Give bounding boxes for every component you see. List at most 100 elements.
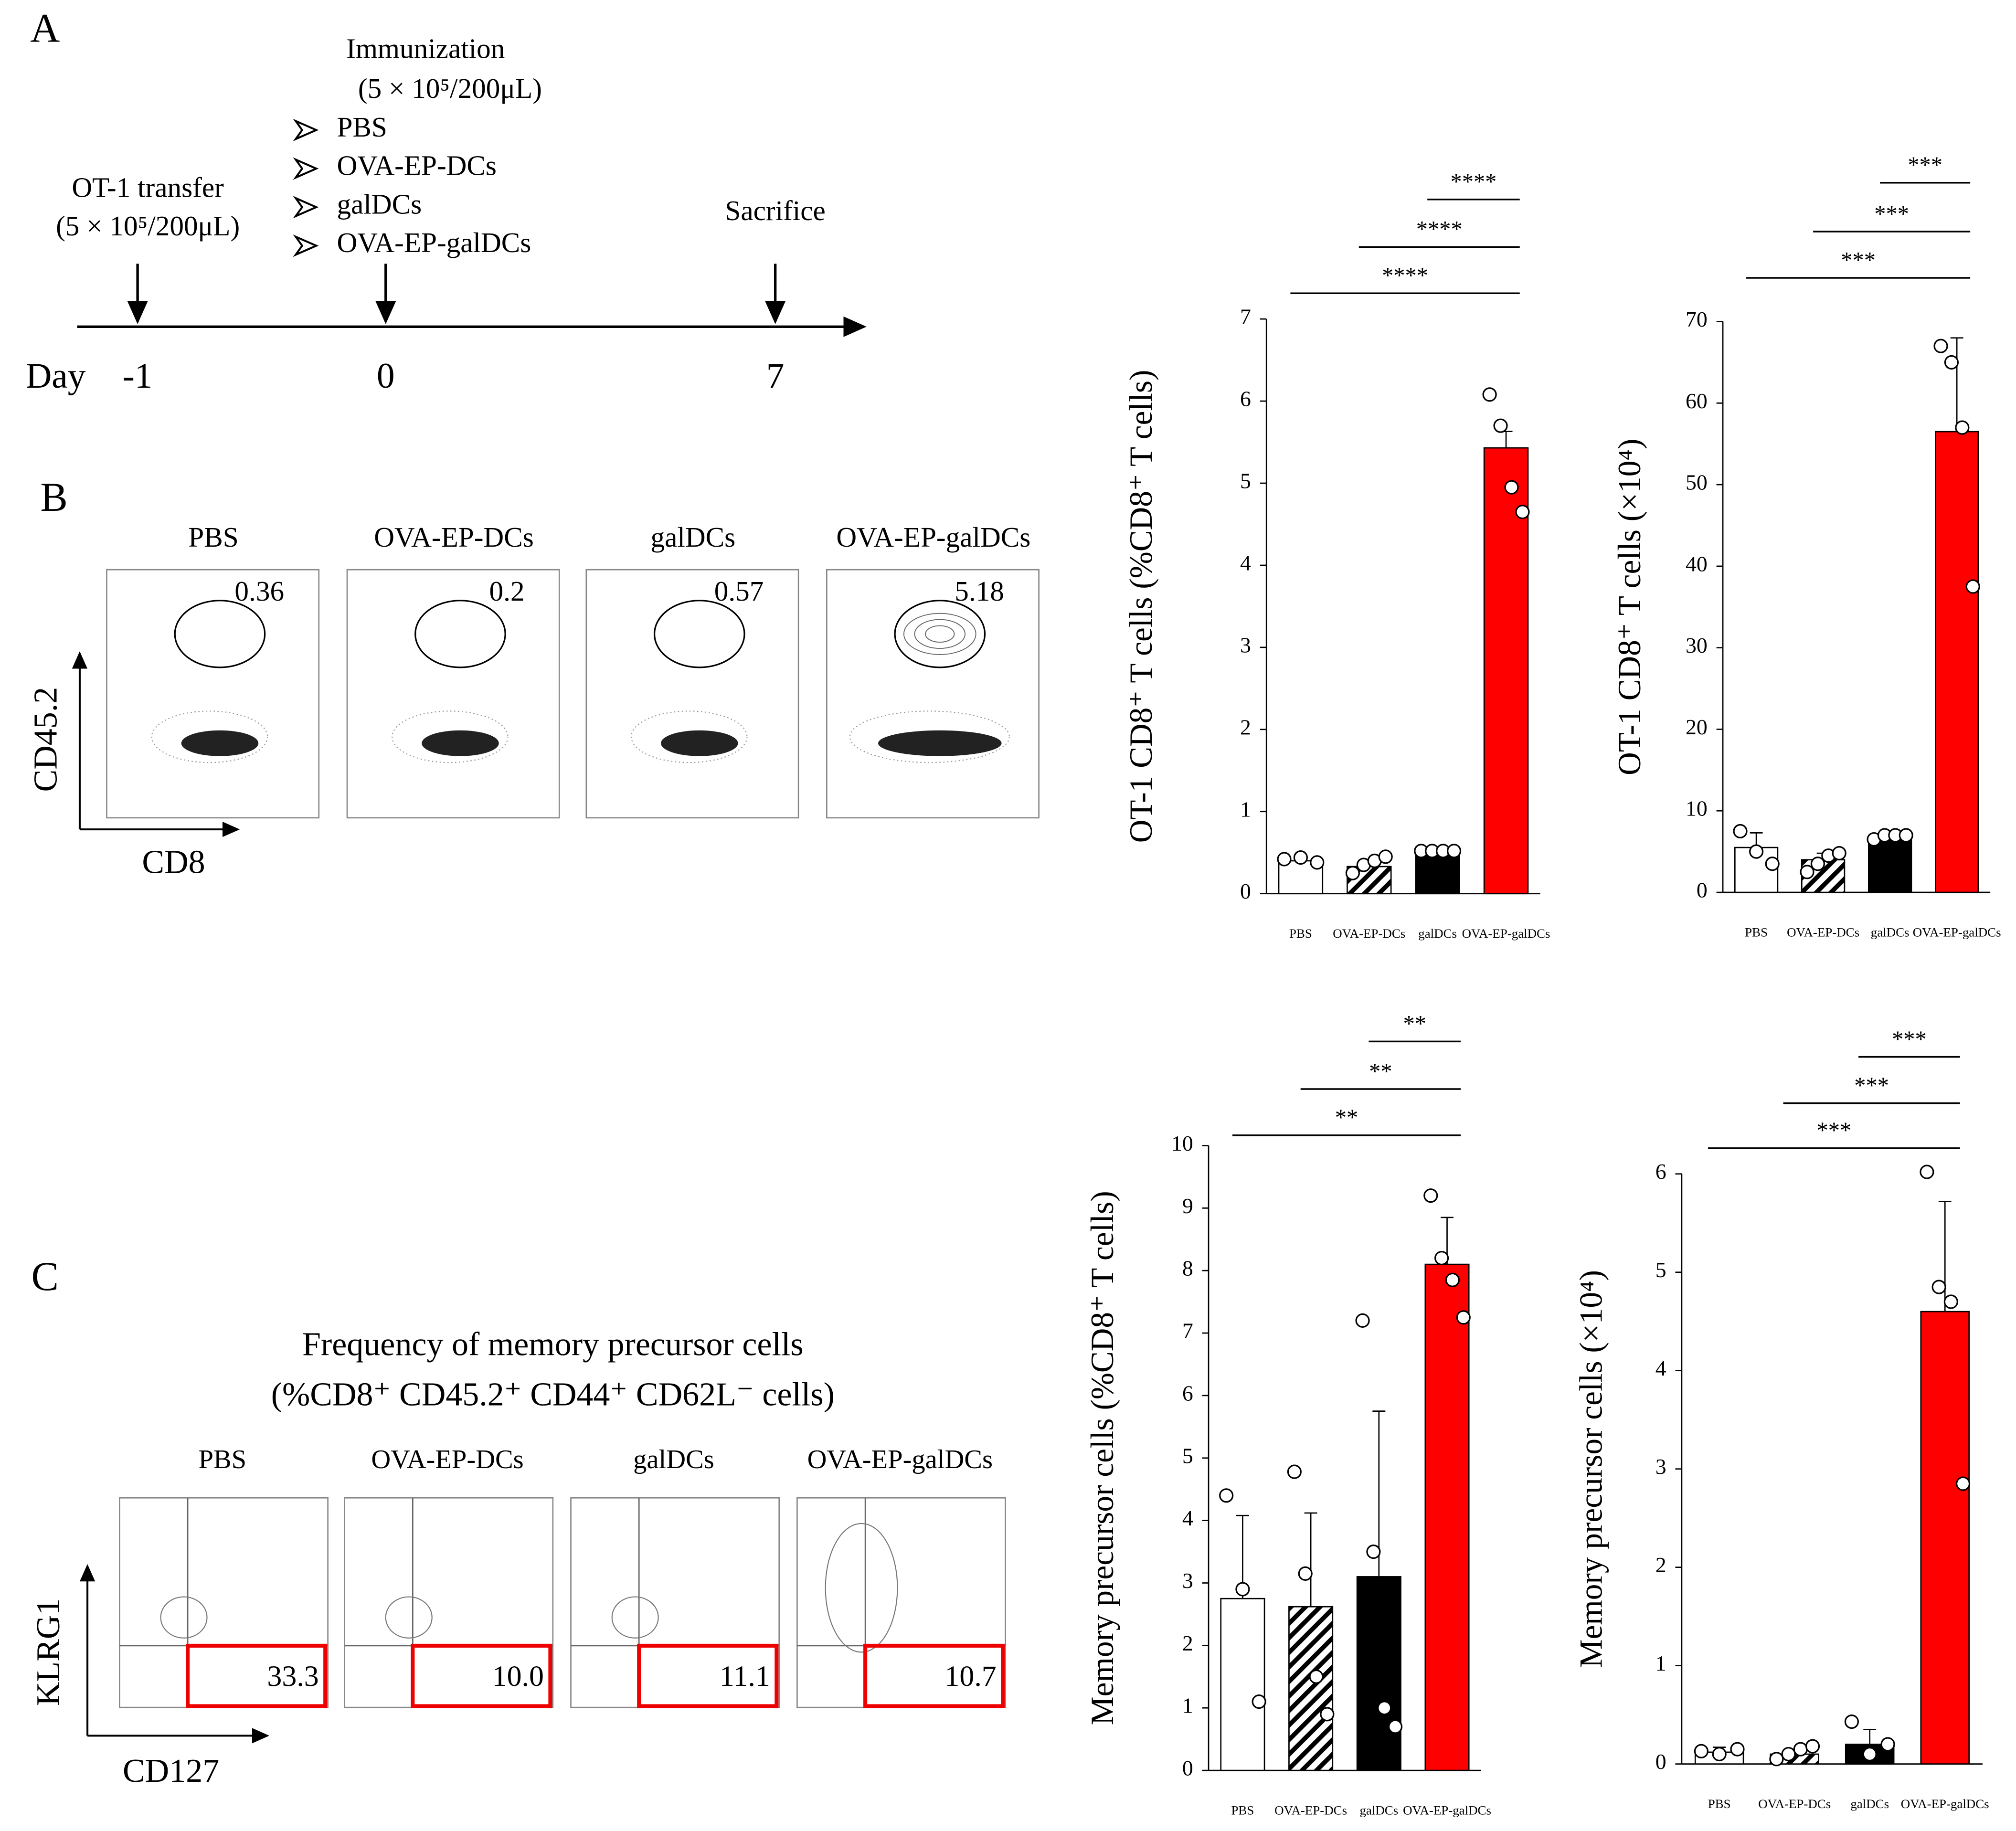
bar: [1220, 1598, 1265, 1771]
y-axis-label: OT-1 CD8⁺ T cells (×10⁴): [1612, 439, 1647, 775]
group-label: PBS: [199, 1445, 247, 1474]
immunization-group: OVA-EP-DCs: [337, 150, 497, 181]
data-point: [1252, 1694, 1266, 1709]
y-tick-label: 40: [1686, 551, 1708, 576]
y-tick-label: 5: [1240, 469, 1251, 493]
data-point: [1931, 1280, 1946, 1294]
data-point: [1298, 1566, 1313, 1581]
y-tick-label: 0: [1655, 1749, 1666, 1774]
bullet-arrow: [293, 196, 319, 219]
y-tick-label: 60: [1686, 389, 1708, 413]
bar: [1415, 852, 1460, 895]
data-point: [1694, 1744, 1708, 1758]
y-axis-label: CD45.2: [27, 687, 64, 792]
panel-letter: B: [40, 474, 67, 520]
population: [878, 730, 1002, 756]
y-tick-label: 8: [1182, 1256, 1193, 1281]
data-point: [1320, 1707, 1335, 1722]
y-tick-label: 0: [1697, 878, 1708, 902]
y-tick-label: 1: [1240, 797, 1251, 821]
y-axis-label: OT-1 CD8⁺ T cells (%CD8⁺ T cells): [1123, 370, 1159, 843]
y-tick-label: 3: [1655, 1454, 1666, 1479]
gate: [174, 600, 266, 668]
contour: [385, 1596, 433, 1639]
gate-value: 0.2: [489, 575, 525, 607]
population-halo: [849, 710, 1010, 763]
population-halo: [151, 710, 268, 763]
gate: [414, 600, 506, 668]
gate-value: 10.0: [492, 1660, 544, 1693]
flow-plot: [826, 569, 1040, 819]
significance-label: ****: [1450, 169, 1496, 195]
data-point: [1955, 420, 1970, 435]
y-axis-label: Memory precursor cells (%CD8⁺ T cells): [1084, 1191, 1120, 1725]
y-tick-label: 7: [1240, 305, 1251, 329]
gate-box: [411, 1643, 552, 1708]
data-point: [1899, 828, 1913, 843]
significance-label: ***: [1874, 201, 1909, 227]
data-point: [1377, 1701, 1392, 1715]
y-tick-label: 70: [1686, 307, 1708, 331]
group-label: galDCs: [650, 521, 735, 553]
data-point: [1482, 387, 1497, 402]
bullet-arrow: [293, 157, 319, 180]
flow-plot: [346, 569, 560, 819]
bar: [1920, 1311, 1970, 1765]
contour: [611, 1596, 659, 1639]
data-point: [1310, 855, 1325, 870]
y-tick-label: 50: [1686, 470, 1708, 495]
data-point: [1456, 1310, 1471, 1325]
significance-label: ***: [1817, 1118, 1852, 1143]
immunization-group: galDCs: [337, 188, 422, 220]
population: [660, 730, 738, 756]
data-point: [1810, 857, 1825, 871]
x-axis-label: CD127: [123, 1753, 219, 1789]
data-point: [1423, 1188, 1438, 1203]
data-point: [1793, 1742, 1808, 1757]
gate-box: [186, 1643, 328, 1708]
bar: [1934, 431, 1979, 893]
x-tick-label: PBS: [1289, 926, 1312, 941]
day-value: 0: [377, 356, 395, 396]
y-tick-label: 3: [1240, 633, 1251, 657]
group-label: PBS: [188, 521, 238, 553]
contour: [160, 1596, 208, 1639]
bullet-arrow: [293, 118, 319, 141]
contour: [914, 619, 966, 649]
gate-value: 0.36: [234, 575, 284, 607]
data-point: [1730, 1742, 1745, 1757]
data-point: [1781, 1746, 1796, 1762]
data-point: [1832, 846, 1846, 861]
immunization-group: OVA-EP-galDCs: [337, 227, 531, 258]
day-value: 7: [766, 356, 785, 396]
y-tick-label: 2: [1655, 1553, 1666, 1577]
data-point: [1293, 850, 1308, 865]
day-value: -1: [123, 356, 153, 396]
data-point: [1287, 1464, 1302, 1479]
data-point: [1446, 844, 1462, 858]
significance-label: ****: [1416, 217, 1463, 242]
y-tick-label: 7: [1182, 1319, 1193, 1343]
group-label: OVA-EP-galDCs: [836, 521, 1030, 553]
y-tick-label: 30: [1686, 633, 1708, 657]
y-tick-label: 6: [1182, 1381, 1193, 1405]
x-tick-label: OVA-EP-galDCs: [1403, 1803, 1491, 1817]
population: [422, 730, 499, 756]
data-point: [1965, 579, 1980, 594]
data-point: [1712, 1746, 1727, 1762]
data-point: [1920, 1164, 1934, 1179]
data-point: [1943, 1294, 1958, 1309]
data-point: [1378, 849, 1393, 864]
y-axis-label: KLRG1: [30, 1598, 67, 1706]
y-tick-label: 10: [1686, 796, 1708, 821]
gate-value: 11.1: [720, 1660, 770, 1693]
data-point: [1493, 418, 1508, 433]
flow-plot: [796, 1497, 1006, 1708]
data-point: [1504, 480, 1519, 495]
data-point: [1445, 1272, 1460, 1287]
significance-label: ***: [1908, 153, 1942, 178]
x-tick-label: OVA-EP-DCs: [1333, 926, 1405, 941]
data-point: [1944, 355, 1959, 370]
